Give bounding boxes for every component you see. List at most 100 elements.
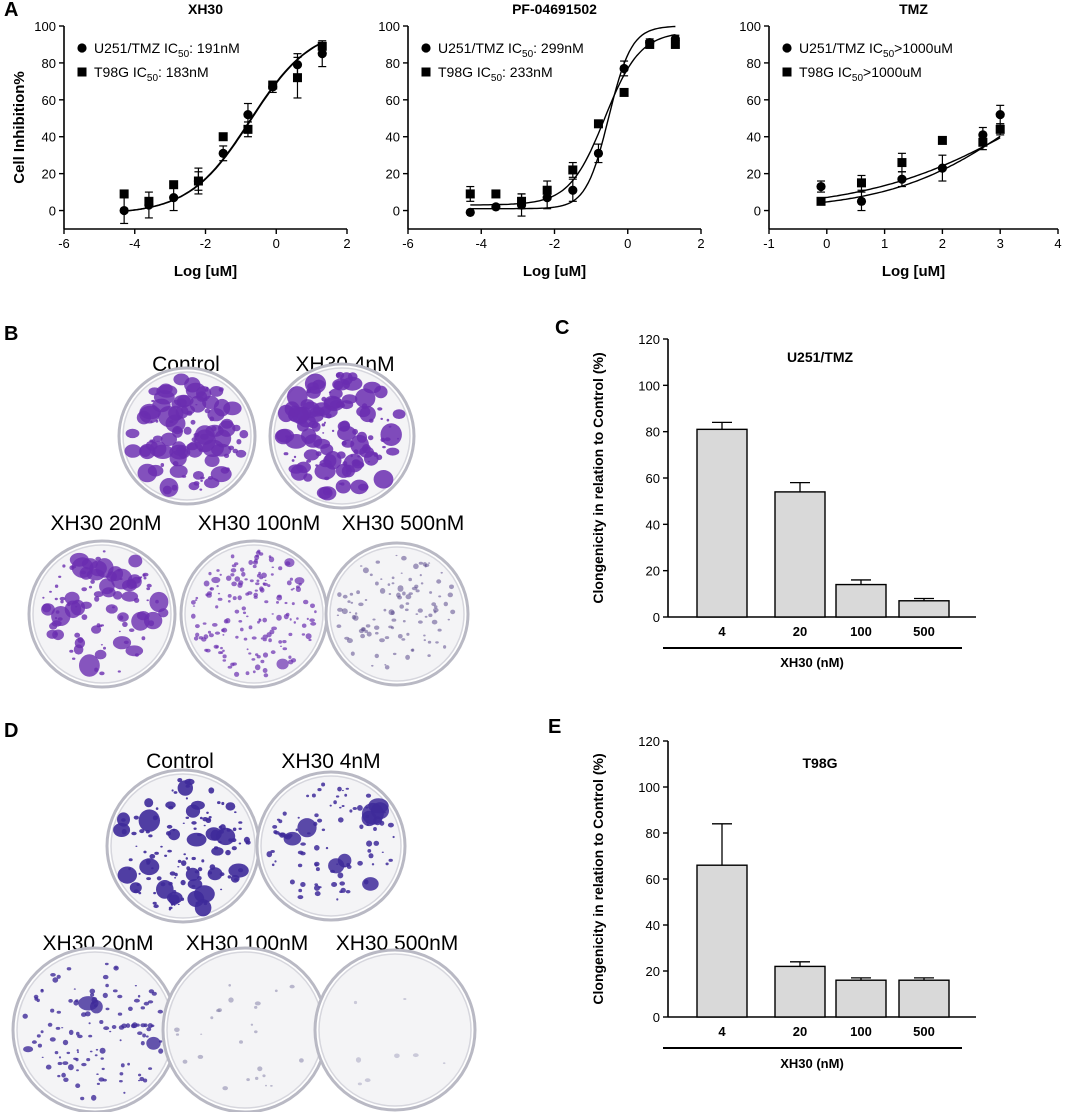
colony-small: [336, 898, 339, 901]
colony-small: [258, 618, 261, 621]
colony-small: [146, 1027, 152, 1032]
x-tick-label: 0: [273, 236, 280, 251]
colony-small: [266, 632, 272, 638]
colony-small: [357, 455, 361, 458]
colony-small: [254, 589, 258, 592]
colony-small: [388, 593, 392, 595]
legend-text-part: T98G IC: [94, 64, 147, 80]
colony-small: [299, 1058, 304, 1063]
colony-small: [151, 399, 155, 403]
colony-small: [234, 576, 241, 582]
colony-small: [60, 600, 64, 604]
colony-small: [72, 657, 76, 660]
x-tick-label: -2: [200, 236, 212, 251]
colony-small: [179, 429, 184, 433]
colony-small: [278, 566, 283, 571]
colony-large: [225, 802, 236, 811]
colony-small: [349, 809, 353, 813]
colony-small: [101, 1067, 105, 1071]
legend-label: T98G IC50: 233nM: [438, 64, 553, 84]
colony-small: [415, 589, 420, 593]
colony-small: [230, 662, 235, 667]
colony-small: [366, 631, 372, 637]
colony-large: [211, 847, 224, 856]
colony-small: [260, 659, 265, 664]
colony-small: [402, 620, 406, 623]
colony-small: [260, 637, 264, 640]
colony-small: [379, 638, 385, 643]
colony-small: [131, 831, 137, 836]
colony-small: [295, 586, 301, 592]
bar-4: [696, 428, 748, 618]
colony-small: [309, 618, 315, 622]
colony-small: [148, 834, 153, 838]
colony-small: [150, 420, 153, 423]
colony-small: [62, 1039, 69, 1046]
colony-small: [75, 999, 79, 1003]
colony-small: [143, 1001, 150, 1006]
legend-marker-circle: [77, 43, 87, 53]
colony-small: [52, 977, 59, 983]
x-tick-label: -4: [129, 236, 141, 251]
data-point-circle: [995, 109, 1005, 120]
colony-small: [98, 624, 103, 628]
y-tick-label: 60: [42, 93, 56, 108]
colony-large: [204, 454, 220, 467]
colony-small: [185, 784, 190, 788]
colony-small: [384, 664, 387, 666]
colony-small: [201, 637, 207, 642]
colony-small: [379, 820, 385, 826]
colony-small: [245, 592, 250, 596]
colony-small: [301, 623, 307, 628]
y-tick-label: 60: [646, 872, 660, 887]
colony-small: [215, 645, 218, 649]
colony-small: [105, 575, 110, 579]
colony-small: [377, 407, 383, 411]
colony-small: [248, 652, 252, 655]
culture-dish: [255, 770, 407, 922]
colony-small: [127, 1062, 130, 1066]
colony-small: [206, 811, 209, 814]
colony-small: [225, 618, 231, 624]
dish-label-xh30-500nm: XH30 500nM: [336, 932, 459, 955]
colony-small: [227, 600, 231, 603]
colony-small: [427, 640, 432, 644]
colony-small: [422, 562, 427, 567]
colony-small: [62, 1061, 69, 1065]
data-point-square: [268, 80, 278, 90]
colony-small: [194, 599, 198, 601]
data-point-square: [169, 180, 179, 190]
colony-small: [346, 862, 351, 867]
colony-small: [142, 572, 149, 577]
colony-small: [396, 592, 401, 598]
colony-small: [363, 879, 369, 885]
colony-large: [335, 479, 351, 494]
colony-small: [109, 589, 113, 592]
colony-small: [49, 1037, 56, 1042]
colony-small: [119, 1039, 122, 1042]
colony-small: [68, 1064, 74, 1071]
colony-small: [182, 1059, 188, 1064]
colony-small: [117, 568, 121, 572]
colony-small: [75, 1057, 79, 1062]
colony-small: [171, 484, 178, 491]
legend-text-part: T98G IC: [438, 64, 491, 80]
colony-small: [141, 636, 146, 641]
colony-small: [255, 653, 259, 656]
colony-small: [262, 652, 269, 658]
colony-small: [192, 605, 196, 607]
colony-small: [358, 602, 364, 607]
chart-title: PF-04691502: [512, 1, 597, 17]
colony-small: [276, 595, 283, 601]
colony-small: [411, 648, 415, 652]
bar-100: [835, 583, 887, 618]
colony-small: [292, 412, 296, 414]
category-label: 4: [718, 624, 726, 639]
y-tick-label: 0: [754, 204, 761, 219]
colony-large: [139, 858, 160, 876]
colony-small: [143, 850, 147, 854]
colony-small: [353, 615, 359, 621]
colony-small: [405, 602, 410, 605]
colony-small: [397, 437, 399, 440]
